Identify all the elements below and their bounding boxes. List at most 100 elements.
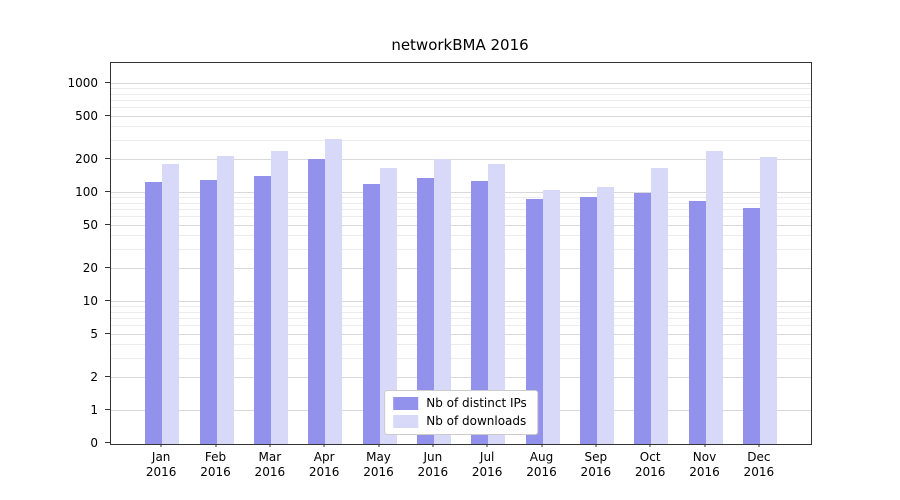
x-tick-mark bbox=[704, 443, 705, 447]
legend-item-distinct-ips: Nb of distinct IPs bbox=[393, 397, 527, 410]
bar-distinct-ips bbox=[525, 199, 543, 444]
plot-area: Nb of distinct IPs Nb of downloads bbox=[110, 62, 812, 445]
x-axis-labels: Jan 2016 Feb 2016 Mar 2016 Apr 2016 May 2016 Jun 20… bbox=[110, 443, 810, 487]
y-tick-label: 2 bbox=[90, 370, 98, 385]
y-tick-label: 200 bbox=[75, 152, 98, 167]
gridline-minor bbox=[111, 325, 811, 327]
x-tick-mark bbox=[215, 443, 216, 447]
gridline-minor bbox=[111, 99, 811, 101]
y-tick-mark bbox=[105, 267, 110, 269]
legend-swatch-downloads bbox=[393, 415, 419, 428]
x-tick-label: Oct 2016 bbox=[634, 450, 666, 479]
bar-downloads bbox=[162, 163, 180, 444]
gridline-minor bbox=[111, 208, 811, 210]
gridline-major bbox=[111, 268, 811, 270]
x-tick-label: Sep 2016 bbox=[580, 450, 612, 479]
x-tick-mark bbox=[323, 443, 325, 447]
bar-distinct-ips bbox=[362, 183, 380, 444]
y-tick-label: 10 bbox=[82, 294, 98, 308]
bar-distinct-ips bbox=[634, 193, 652, 444]
gridline-major bbox=[111, 192, 811, 193]
legend-label-downloads: Nb of downloads bbox=[426, 414, 527, 428]
y-tick-label: 500 bbox=[75, 108, 98, 123]
bar-downloads bbox=[433, 159, 451, 444]
x-tick-mark bbox=[269, 443, 271, 447]
bar-distinct-ips bbox=[471, 180, 489, 444]
gridline-minor bbox=[111, 306, 811, 307]
gridline-minor bbox=[111, 93, 811, 95]
gridline-minor bbox=[111, 216, 811, 218]
x-tick-mark bbox=[649, 443, 651, 447]
gridline-minor bbox=[111, 126, 811, 128]
x-tick-label: Jul 2016 bbox=[471, 450, 503, 479]
bar-downloads bbox=[325, 139, 343, 444]
bar-distinct-ips bbox=[145, 182, 163, 444]
x-tick-mark bbox=[378, 443, 379, 447]
x-tick-label: Jun 2016 bbox=[417, 450, 449, 479]
bar-distinct-ips bbox=[308, 158, 326, 444]
gridline-major bbox=[111, 83, 811, 84]
x-tick-mark bbox=[486, 443, 488, 447]
x-tick-mark bbox=[432, 443, 434, 447]
y-tick-label: 1 bbox=[90, 403, 98, 417]
bar-downloads bbox=[705, 150, 723, 444]
gridline-minor bbox=[111, 344, 811, 346]
x-tick-mark bbox=[758, 443, 760, 447]
y-tick-label: 100 bbox=[75, 185, 98, 199]
y-tick-mark bbox=[105, 300, 110, 301]
y-tick-label: 20 bbox=[82, 261, 98, 276]
gridline-minor bbox=[111, 311, 811, 313]
legend: Nb of distinct IPs Nb of downloads bbox=[384, 390, 538, 435]
x-tick-mark bbox=[595, 443, 597, 447]
legend-item-downloads: Nb of downloads bbox=[393, 415, 527, 428]
bar-downloads bbox=[651, 167, 669, 444]
bar-distinct-ips bbox=[579, 197, 597, 444]
x-tick-label: May 2016 bbox=[363, 450, 394, 479]
bar-downloads bbox=[542, 189, 560, 444]
y-tick-mark bbox=[105, 158, 110, 160]
gridline-minor bbox=[111, 140, 811, 141]
gridline-minor bbox=[111, 107, 811, 109]
gridline-major bbox=[111, 159, 811, 161]
x-tick-mark bbox=[541, 443, 542, 447]
bar-downloads bbox=[270, 150, 288, 444]
gridline-major bbox=[111, 333, 811, 335]
x-tick-label: Feb 2016 bbox=[200, 450, 231, 479]
bar-distinct-ips bbox=[688, 201, 706, 444]
bar-distinct-ips bbox=[253, 176, 271, 444]
gridline-minor bbox=[111, 88, 811, 89]
y-tick-mark bbox=[105, 114, 110, 116]
y-tick-label: 5 bbox=[90, 326, 98, 341]
y-tick-label: 50 bbox=[82, 217, 98, 232]
y-tick-mark bbox=[105, 223, 110, 225]
x-tick-label: Jan 2016 bbox=[145, 450, 177, 479]
x-tick-label: Mar 2016 bbox=[254, 450, 286, 479]
x-tick-label: Dec 2016 bbox=[743, 450, 775, 479]
x-tick-label: Apr 2016 bbox=[308, 450, 340, 479]
chart-title: networkBMA 2016 bbox=[391, 36, 529, 54]
y-tick-label: 0 bbox=[90, 436, 98, 450]
gridline-major bbox=[111, 301, 811, 302]
bar-distinct-ips bbox=[742, 207, 760, 444]
gridline-minor bbox=[111, 202, 811, 204]
gridline-minor bbox=[111, 358, 811, 359]
gridline-minor bbox=[111, 235, 811, 237]
gridline-major bbox=[111, 224, 811, 226]
bar-distinct-ips bbox=[416, 177, 434, 444]
gridline-minor bbox=[111, 317, 811, 319]
bar-downloads bbox=[379, 168, 397, 444]
y-tick-mark bbox=[105, 409, 110, 410]
gridline-minor bbox=[111, 197, 811, 198]
bar-distinct-ips bbox=[199, 179, 217, 444]
x-tick-label: Nov 2016 bbox=[689, 450, 720, 479]
legend-label-distinct-ips: Nb of distinct IPs bbox=[426, 396, 527, 410]
y-tick-mark bbox=[105, 376, 110, 378]
bar-downloads bbox=[216, 155, 234, 444]
y-tick-mark bbox=[105, 82, 110, 83]
bar-downloads bbox=[596, 187, 614, 444]
y-tick-mark bbox=[105, 332, 110, 334]
y-tick-mark bbox=[105, 442, 110, 443]
bar-downloads bbox=[488, 164, 506, 444]
x-tick-label: Aug 2016 bbox=[526, 450, 557, 479]
